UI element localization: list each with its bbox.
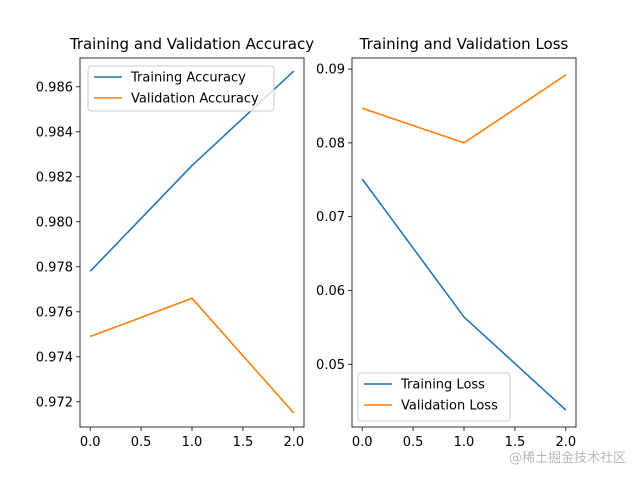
legend-label: Validation Accuracy [131,92,259,107]
x-tick-label: 1.5 [233,435,254,450]
y-tick-label: 0.08 [316,136,345,151]
x-tick-label: 1.0 [182,435,203,450]
x-tick-label: 2.0 [555,435,576,450]
y-tick-label: 0.976 [36,305,73,320]
y-tick-label: 0.980 [36,215,73,230]
legend-label: Validation Loss [401,399,498,414]
legend: Training Accuracy Validation Accuracy [87,65,275,112]
chart-title: Training and Validation Loss [359,35,569,53]
y-tick-label: 0.984 [36,125,73,140]
x-tick-label: 1.0 [454,435,475,450]
y-tick-label: 0.974 [36,350,73,365]
plot-frame [79,57,305,428]
y-tick-label: 0.978 [36,260,73,275]
legend-box [357,372,511,422]
x-tick-label: 0.0 [80,435,101,450]
y-tick-label: 0.05 [316,358,345,373]
x-tick-label: 2.0 [283,435,304,450]
y-tick-label: 0.972 [36,395,73,410]
x-tick-label: 0.0 [352,435,373,450]
y-tick-label: 0.982 [36,170,73,185]
series-line-validation-loss [361,74,567,144]
legend: Training Loss Validation Loss [357,372,511,422]
chart-panel-1: Training and Validation Accuracy 0.0 0.5 1.… [36,35,314,450]
x-tick-label: 1.5 [505,435,526,450]
legend-box [87,65,275,112]
plot-frame [351,57,577,428]
watermark-text: @稀土掘金技术社区 [508,451,626,466]
y-tick-label: 0.07 [316,210,345,225]
y-tick-label: 0.986 [36,80,73,95]
chart-title: Training and Validation Accuracy [69,35,314,53]
legend-label: Training Accuracy [130,71,246,86]
series-line-validation-accuracy [89,297,295,414]
y-tick-label: 0.09 [316,63,345,78]
x-tick-label: 0.5 [131,435,152,450]
legend-label: Training Loss [400,378,485,393]
y-tick-label: 0.06 [316,284,345,299]
x-tick-label: 0.5 [403,435,424,450]
chart-panel-2: Training and Validation Loss 0.0 0.5 1.0 1.5… [316,35,577,450]
